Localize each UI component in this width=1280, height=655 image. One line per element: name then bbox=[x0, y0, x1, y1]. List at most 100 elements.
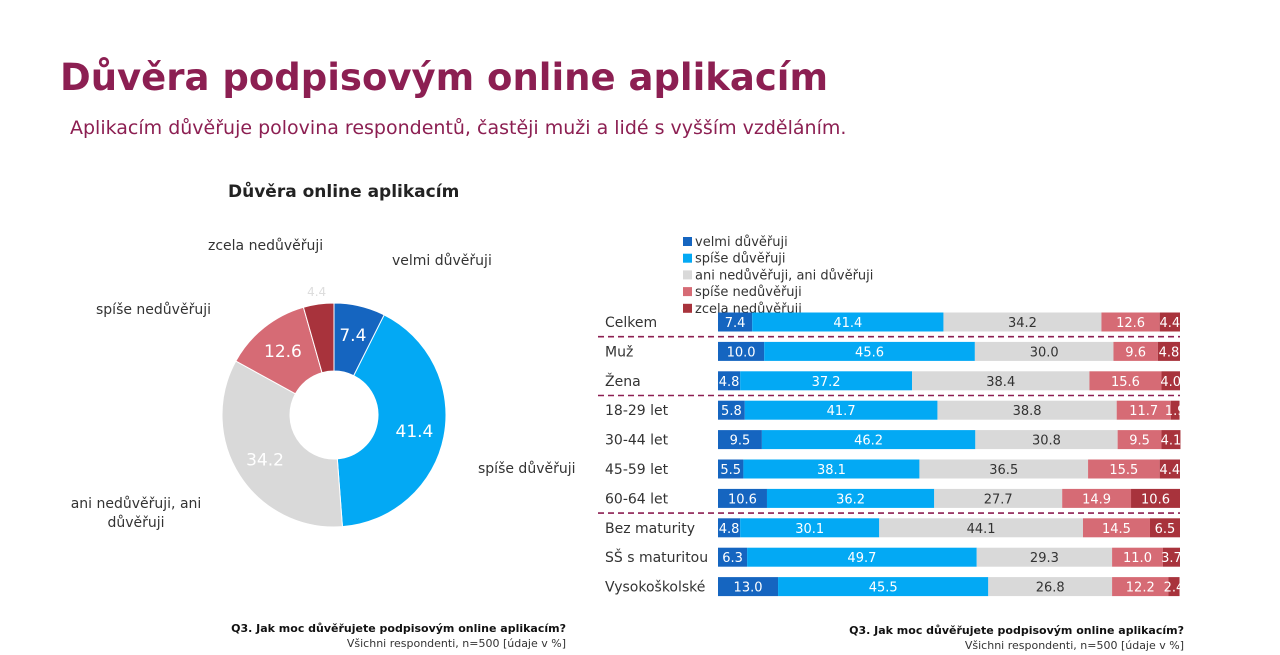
pie-chart: 7.4 velmi důvěřuji 41.4 spíše důvěřuji 34.2 a… bbox=[71, 238, 576, 531]
bar-segment bbox=[879, 518, 1083, 538]
bar-segment bbox=[1112, 547, 1163, 567]
bar-segment bbox=[744, 400, 938, 420]
bar-value-label: 30.8 bbox=[1032, 434, 1061, 449]
bar-segment bbox=[1117, 430, 1162, 450]
bar-segment bbox=[766, 488, 935, 508]
bar-value-label: 12.2 bbox=[1126, 581, 1155, 596]
bar-segment bbox=[718, 400, 745, 420]
bar-segment bbox=[1161, 371, 1180, 391]
bar-value-label: 44.1 bbox=[967, 522, 996, 537]
bar-value-label: 41.4 bbox=[833, 316, 862, 331]
pie-category-label: velmi důvěřuji bbox=[392, 253, 492, 269]
bar-value-label: 27.7 bbox=[984, 492, 1013, 507]
bar-segment bbox=[740, 371, 913, 391]
legend-label: spíše důvěřuji bbox=[695, 252, 786, 267]
bar-category-label: Vysokoškolské bbox=[605, 580, 705, 596]
bar-segment bbox=[1089, 371, 1162, 391]
bar-value-label: 9.5 bbox=[1129, 434, 1150, 449]
bar-segment bbox=[1170, 400, 1180, 420]
bar-category-label: Celkem bbox=[605, 315, 657, 331]
bar-category-label: 60-64 let bbox=[605, 491, 669, 507]
bar-segment bbox=[1131, 488, 1180, 508]
bar-value-label: 5.5 bbox=[720, 463, 741, 478]
bar-segment bbox=[1082, 518, 1150, 538]
bar-footnote: Q3. Jak moc důvěřujete podpisovým online… bbox=[849, 624, 1184, 652]
bar-value-label: 36.5 bbox=[989, 463, 1018, 478]
bar-category-label: Žena bbox=[605, 372, 641, 390]
bar-segment bbox=[1062, 488, 1132, 508]
bar-value-label: 4.0 bbox=[1160, 375, 1181, 390]
bar-segment bbox=[1116, 400, 1171, 420]
bar-value-label: 49.7 bbox=[847, 551, 876, 566]
bar-segment bbox=[718, 430, 762, 450]
pie-category-label: ani nedůvěřuji, ani důvěřuji bbox=[71, 496, 202, 531]
pie-slice bbox=[302, 302, 335, 374]
bar-value-label: 11.7 bbox=[1129, 404, 1158, 419]
bar-value-label: 2.4 bbox=[1164, 581, 1185, 596]
bar-value-label: 38.8 bbox=[1013, 404, 1042, 419]
bar-value-label: 10.6 bbox=[1141, 492, 1170, 507]
bar-footnote-question: Q3. Jak moc důvěřujete podpisovým online… bbox=[849, 624, 1184, 637]
bar-value-label: 30.1 bbox=[795, 522, 824, 537]
pie-footnote-sample: Všichni respondenti, n=500 [údaje v %] bbox=[346, 637, 566, 650]
bar-segment bbox=[1168, 577, 1180, 597]
bar-segment bbox=[1088, 459, 1160, 479]
bar-value-label: 6.3 bbox=[722, 551, 743, 566]
page-subtitle: Aplikacím důvěřuje polovina respondentů,… bbox=[70, 117, 847, 139]
pie-slice-value-label: 7.4 bbox=[339, 326, 366, 346]
bar-value-label: 45.6 bbox=[855, 345, 884, 360]
bar-value-label: 6.5 bbox=[1155, 522, 1176, 537]
bar-value-label: 9.6 bbox=[1125, 345, 1146, 360]
bar-segment bbox=[1159, 312, 1180, 332]
bar-segment bbox=[988, 577, 1113, 597]
pie-slice-value-label: 12.6 bbox=[264, 342, 302, 362]
bar-value-label: 38.1 bbox=[817, 463, 846, 478]
legend-swatch bbox=[683, 287, 692, 297]
bar-segment bbox=[974, 341, 1114, 361]
bar-value-label: 5.8 bbox=[721, 404, 742, 419]
bar-value-label: 4.4 bbox=[1159, 463, 1180, 478]
pie-slice bbox=[221, 360, 343, 528]
bar-value-label: 29.3 bbox=[1030, 551, 1059, 566]
bar-segment bbox=[718, 371, 741, 391]
bar-segment bbox=[1149, 518, 1180, 538]
bar-value-label: 37.2 bbox=[812, 375, 841, 390]
bar-value-label: 4.1 bbox=[1161, 434, 1182, 449]
bar-segment bbox=[1112, 577, 1169, 597]
bar-segment bbox=[912, 371, 1090, 391]
bar-category-label: 45-59 let bbox=[605, 462, 669, 478]
bar-value-label: 36.2 bbox=[836, 492, 865, 507]
pie-category-label: zcela nedůvěřuji bbox=[208, 238, 323, 254]
bar-value-label: 4.8 bbox=[719, 522, 740, 537]
bar-value-label: 15.5 bbox=[1109, 463, 1138, 478]
bar-value-label: 4.8 bbox=[1159, 345, 1180, 360]
bar-value-label: 46.2 bbox=[854, 434, 883, 449]
bar-value-label: 26.8 bbox=[1036, 581, 1065, 596]
bar-value-label: 4.4 bbox=[1159, 316, 1180, 331]
bar-segment bbox=[1162, 547, 1180, 567]
page-title: Důvěra podpisovým online aplikacím bbox=[60, 56, 829, 99]
bar-segment bbox=[943, 312, 1102, 332]
bar-segment bbox=[718, 488, 767, 508]
bar-segment bbox=[919, 459, 1089, 479]
bar-value-label: 7.4 bbox=[725, 316, 746, 331]
pie-slice-value-label: 34.2 bbox=[246, 450, 284, 470]
bar-category-label: Bez maturity bbox=[605, 521, 695, 537]
bar-value-label: 41.7 bbox=[827, 404, 856, 419]
pie-category-label: spíše nedůvěřuji bbox=[96, 302, 211, 318]
bar-segment bbox=[934, 488, 1063, 508]
bar-value-label: 4.8 bbox=[719, 375, 740, 390]
bar-value-label: 45.5 bbox=[869, 581, 898, 596]
legend-label: velmi důvěřuji bbox=[695, 235, 788, 250]
bar-segment bbox=[761, 430, 976, 450]
bar-segment bbox=[718, 459, 744, 479]
bar-segment bbox=[1157, 341, 1180, 361]
legend-swatch bbox=[683, 270, 692, 280]
bar-segment bbox=[764, 341, 975, 361]
bar-segment bbox=[1101, 312, 1160, 332]
bar-segment bbox=[937, 400, 1117, 420]
bar-segment bbox=[740, 518, 880, 538]
pie-category-label: spíše důvěřuji bbox=[478, 461, 576, 477]
bar-segment bbox=[718, 341, 765, 361]
pie-slice-value-label: 41.4 bbox=[396, 422, 434, 442]
